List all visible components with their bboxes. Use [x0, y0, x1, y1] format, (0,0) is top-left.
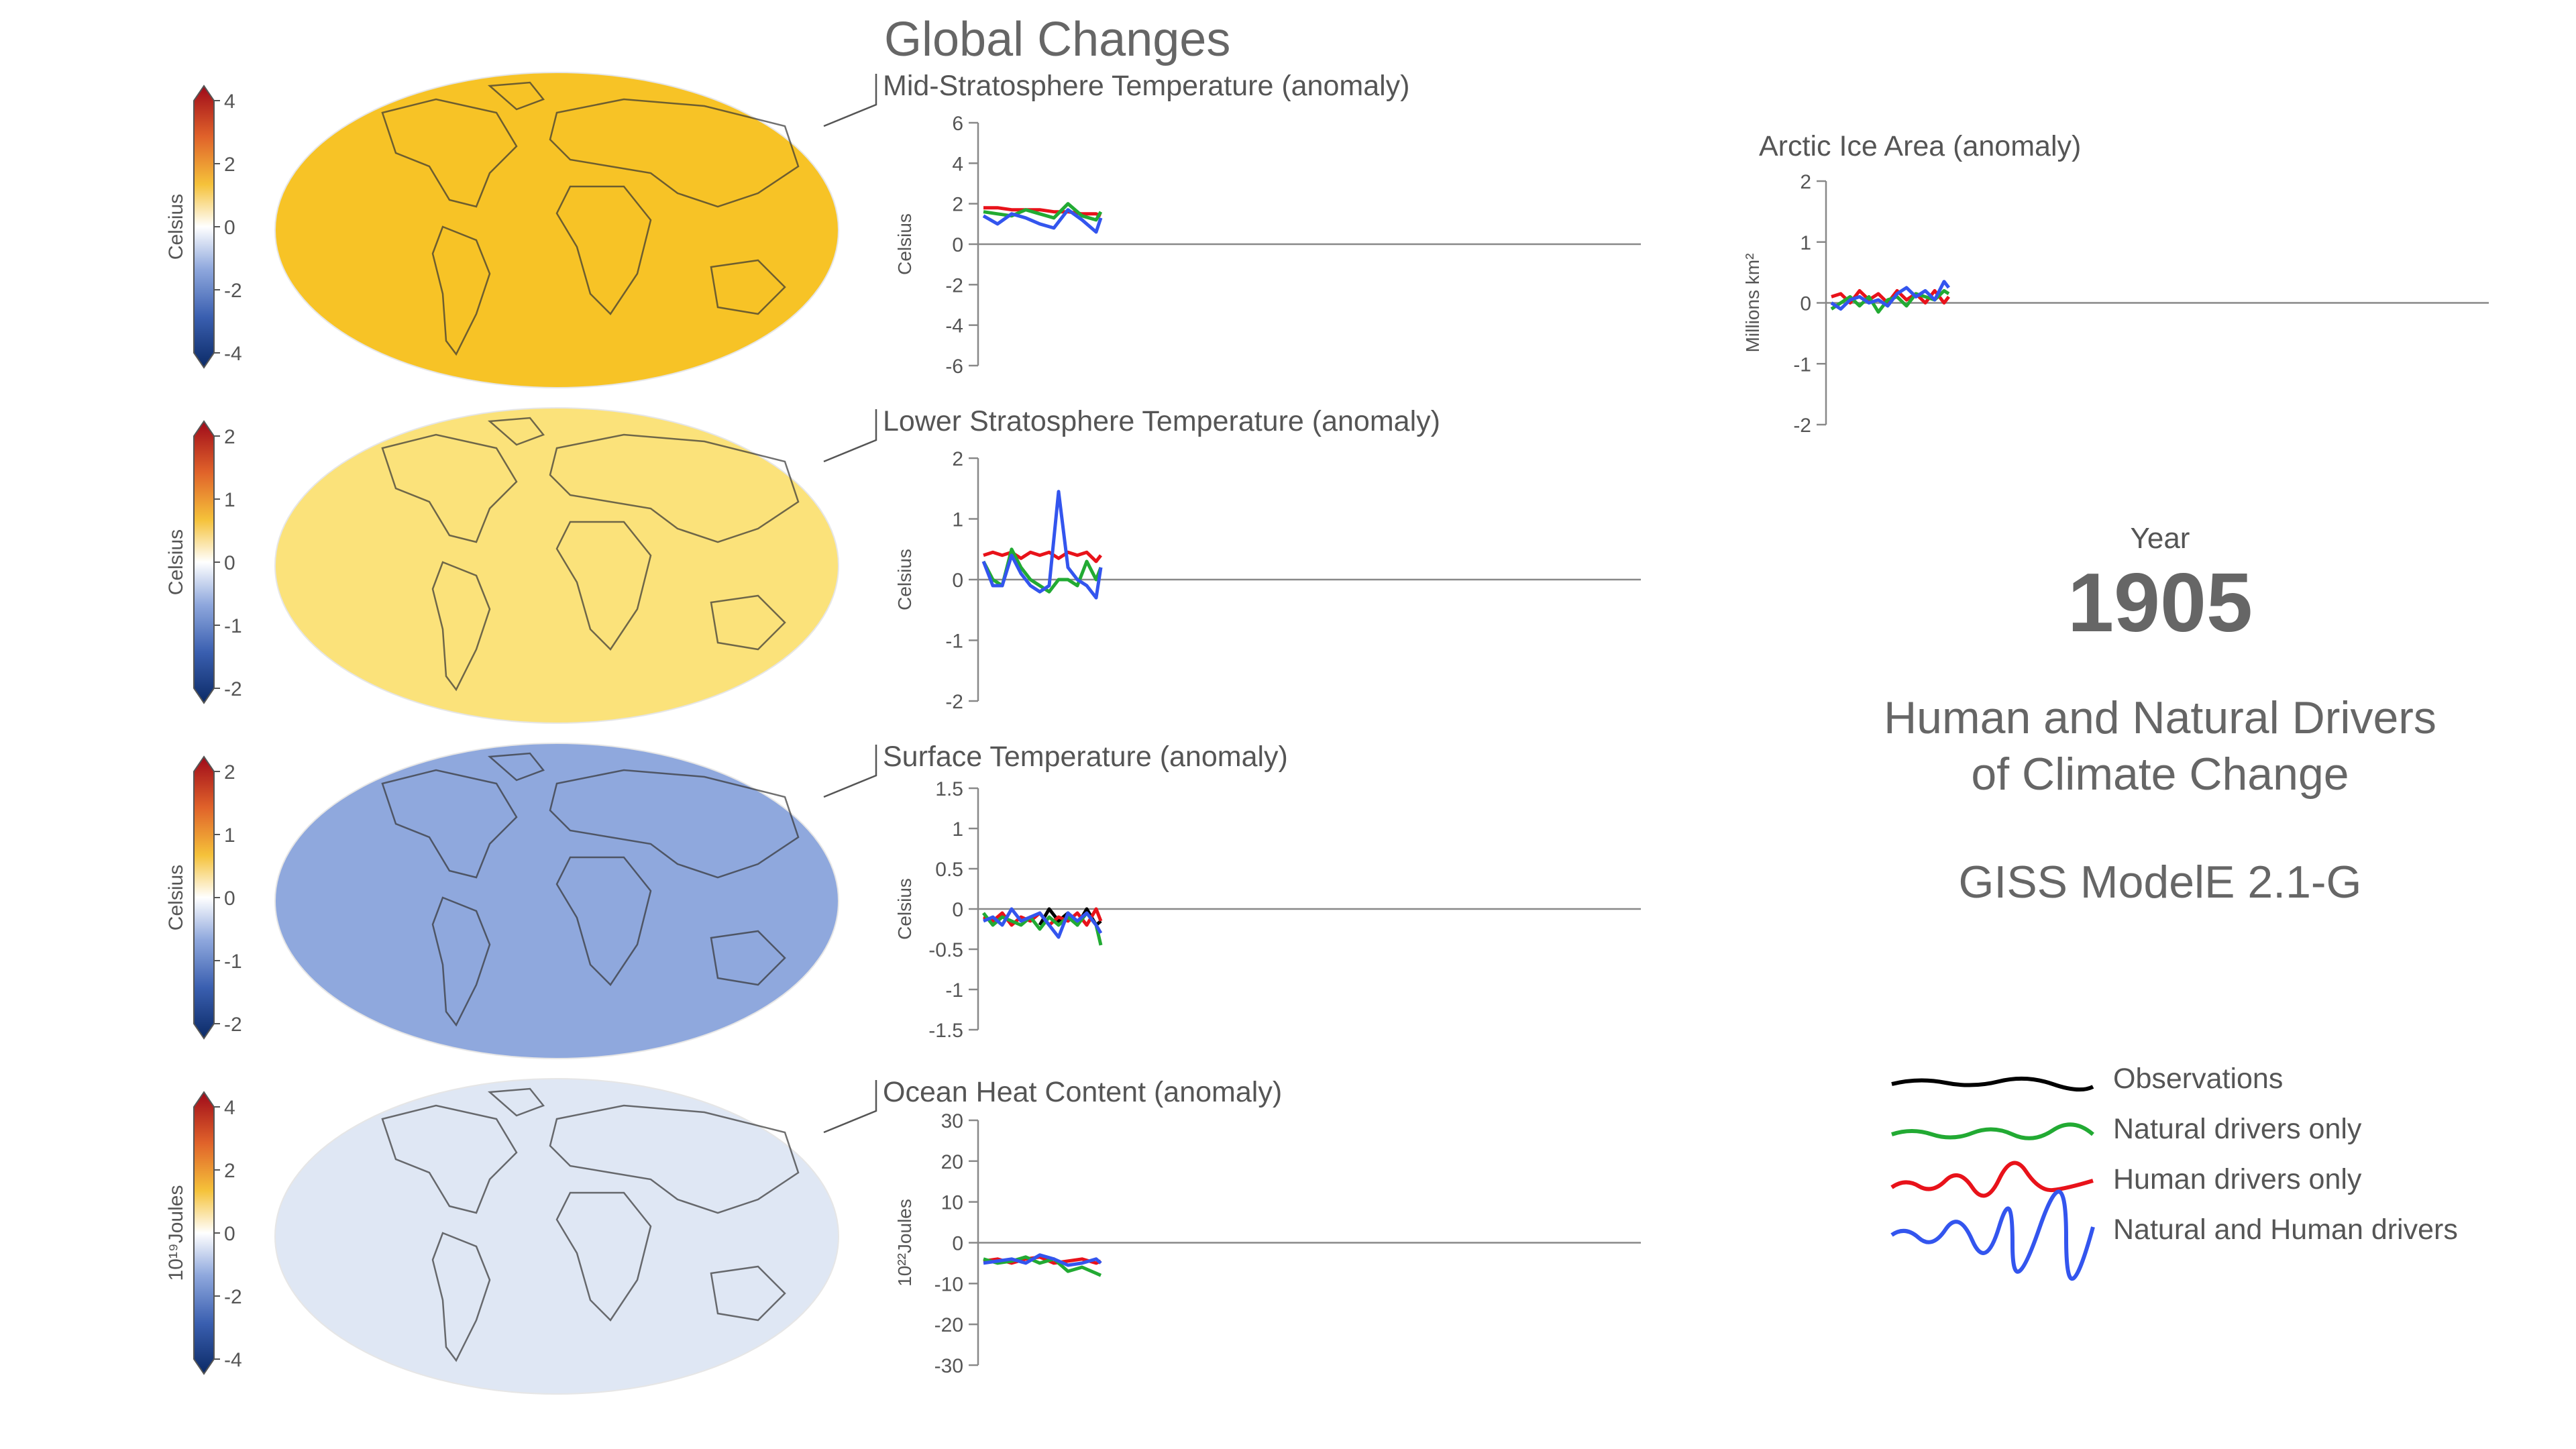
y-tick-label: -1: [1793, 354, 1811, 376]
colorbar-tick-label: 2: [224, 761, 235, 784]
subtitle: Human and Natural Drivers of Climate Cha…: [1811, 690, 2509, 802]
legend-swatch-both: [1890, 1189, 2095, 1281]
colorbar-tick-label: 4: [224, 1097, 235, 1119]
colorbar: [193, 755, 215, 1040]
colorbar: [193, 420, 215, 704]
world-map: [274, 743, 839, 1059]
legend-label-natural: Natural drivers only: [2113, 1113, 2362, 1145]
world-map: [274, 72, 839, 388]
coastline-outlines: [381, 81, 800, 356]
series-line-human: [1831, 288, 1950, 305]
year-value: 1905: [2068, 557, 2253, 649]
colorbar-tick-label: -4: [224, 343, 242, 365]
coastline-outlines: [381, 1087, 800, 1362]
legend-label-observations: Observations: [2113, 1063, 2284, 1095]
y-tick-label: -2: [1793, 415, 1811, 437]
colorbar: [193, 85, 215, 369]
colorbar-tick-label: -2: [224, 678, 242, 700]
map-panel-mid-stratosphere: 4 2 0 -2 -4 Celsius: [165, 72, 839, 388]
colorbar-tick-label: -2: [224, 280, 242, 302]
colorbar-tick-label: 1: [224, 824, 235, 847]
colorbar-tick-label: 0: [224, 888, 235, 910]
colorbar-tick-label: -2: [224, 1286, 242, 1308]
colorbar-label: 10¹⁹Joules: [165, 1185, 187, 1281]
legend-label-both: Natural and Human drivers: [2113, 1214, 2458, 1246]
y-tick-label: 2: [1800, 171, 1811, 193]
page-title: Global Changes: [884, 13, 1231, 66]
colorbar-tick-label: -1: [224, 615, 242, 637]
series-line-observations: [1038, 907, 1102, 927]
subtitle-line-2: of Climate Change: [1971, 749, 2349, 800]
colorbar-label: Celsius: [165, 865, 187, 930]
y-tick-label: 0: [1800, 293, 1811, 315]
legend-swatch-natural: [1891, 1122, 2094, 1140]
colorbar-tick-label: 0: [224, 552, 235, 574]
map-panel-lower-stratosphere: 2 1 0 -1 -2 Celsius: [165, 407, 839, 724]
colorbar-tick-label: 0: [224, 1223, 235, 1245]
y-tick-label: 1: [1800, 232, 1811, 254]
y-axis-label: Millions km²: [1742, 254, 1763, 353]
colorbar-tick-label: 1: [224, 489, 235, 511]
world-map: [274, 407, 839, 724]
map-panel-surface: 2 1 0 -1 -2 Celsius: [165, 743, 839, 1059]
subtitle-line-1: Human and Natural Drivers: [1884, 692, 2436, 743]
colorbar-tick-label: 2: [224, 426, 235, 448]
colorbar-tick-label: -1: [224, 951, 242, 973]
coastline-outlines: [381, 752, 800, 1027]
model-name: GISS ModelE 2.1-G: [1958, 857, 2362, 908]
legend-swatch-observations: [1891, 1076, 2094, 1092]
series-line-both: [1830, 280, 1950, 311]
colorbar-tick-label: -2: [224, 1014, 242, 1036]
colorbar-tick-label: 0: [224, 217, 235, 239]
colorbar: [193, 1091, 215, 1375]
legend-label-human: Human drivers only: [2113, 1163, 2362, 1195]
colorbar-tick-label: 2: [224, 1160, 235, 1182]
colorbar-label: Celsius: [165, 194, 187, 260]
legend-swatch-human: [1890, 1161, 2094, 1198]
colorbar-tick-label: -4: [224, 1349, 242, 1371]
colorbar-tick-label: 4: [224, 91, 235, 113]
colorbar-label: Celsius: [165, 529, 187, 595]
coastline-outlines: [381, 417, 800, 692]
world-map: [274, 1078, 839, 1395]
series-line-natural: [1830, 288, 1950, 314]
year-label: Year: [2130, 522, 2190, 555]
map-panel-ocean-heat: 4 2 0 -2 -4 10¹⁹Joules: [165, 1078, 839, 1395]
chart-title: Arctic Ice Area (anomaly): [1759, 130, 2081, 162]
colorbar-tick-label: 2: [224, 154, 235, 176]
